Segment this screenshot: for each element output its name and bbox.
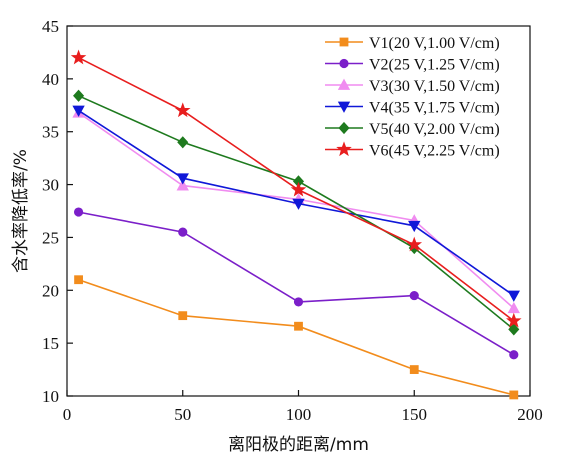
data-point [73,89,85,102]
y-tick-label: 45 [42,17,59,36]
legend-marker [338,121,350,135]
series-4 [72,105,520,302]
data-point [406,236,423,252]
y-tick-label: 10 [42,387,59,406]
data-point [507,290,520,302]
legend-label: V5(40 V,2.00 V/cm) [369,121,500,138]
legend-label: V3(30 V,1.50 V/cm) [369,78,500,95]
series-3 [72,106,520,314]
data-point [72,105,85,117]
data-point [174,102,191,118]
data-point [292,198,305,210]
x-axis-label: 离阳极的距离/mm [228,435,369,455]
data-point [74,275,83,285]
series-line [78,211,515,356]
data-point [294,321,303,331]
data-point [290,181,307,197]
data-point [508,323,520,336]
x-tick-label: 50 [174,405,191,424]
x-tick-label: 100 [286,405,312,424]
legend-entry: V4(35 V,1.75 V/cm) [325,100,500,117]
legend-entry: V1(20 V,1.00 V/cm) [325,35,500,52]
legend-entry: V6(45 V,2.25 V/cm) [325,141,500,160]
data-point [509,350,519,360]
y-tick-label: 15 [42,334,59,353]
data-point [409,290,419,301]
x-tick-label: 150 [402,405,428,424]
x-tick-label: 200 [517,405,543,424]
data-point [177,136,189,149]
legend-entry: V5(40 V,2.00 V/cm) [325,121,500,138]
data-point [506,312,522,328]
data-point [178,311,188,321]
data-point [176,173,189,185]
legend-entry: V3(30 V,1.50 V/cm) [325,78,500,95]
y-tick-label: 20 [42,281,59,300]
data-point [176,179,189,191]
legend-label: V2(25 V,1.25 V/cm) [369,57,500,74]
legend-entry: V2(25 V,1.25 V/cm) [325,57,500,74]
data-point [507,301,520,314]
legend-marker [337,101,351,113]
data-point [293,297,304,307]
data-point [409,365,419,374]
data-point [178,227,188,237]
legend-label: V6(45 V,2.25 V/cm) [369,143,500,160]
data-point [408,220,421,233]
legend-label: V4(35 V,1.75 V/cm) [369,100,500,117]
series-layer [70,49,522,400]
legend-marker [337,78,351,90]
y-tick-label: 25 [42,228,59,247]
data-point [509,390,519,400]
series-6 [70,49,522,328]
axes: 0 50 100 150 200 10 15 20 25 30 35 40 45 [42,17,543,424]
legend-marker [339,37,349,47]
x-tick-label: 0 [63,405,72,424]
data-point [70,49,87,65]
legend-label: V1(20 V,1.00 V/cm) [369,35,500,52]
series-2 [73,207,519,360]
legend: V1(20 V,1.00 V/cm) V2(25 V,1.25 V/cm) V3(3… [325,35,500,160]
y-axis-label: 含水率降低率/% [11,149,31,273]
data-point [73,207,84,217]
legend-marker [339,58,349,69]
series-1 [74,275,519,400]
legend-marker [336,141,352,157]
y-tick-label: 30 [42,176,59,195]
series-line [78,278,514,396]
y-tick-label: 40 [42,70,59,89]
y-tick-label: 35 [42,123,59,142]
